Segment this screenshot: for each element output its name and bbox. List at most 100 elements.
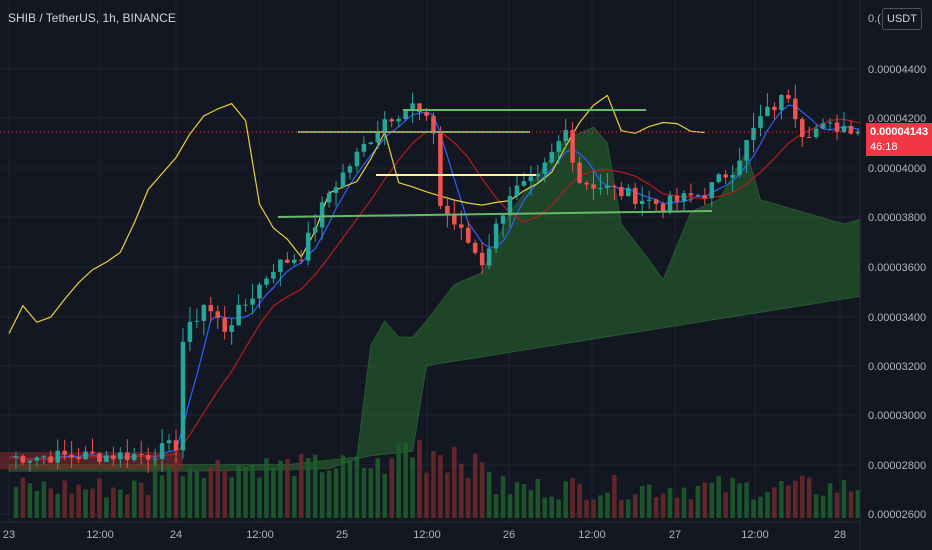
volume-bar [27, 483, 33, 518]
candle-body [417, 103, 422, 113]
candle-body [709, 182, 715, 199]
price-axis[interactable]: 0.00004400 0.00004200 0.00004000 0.00003800… [868, 13, 926, 521]
volume-bar [570, 478, 575, 518]
volume-bar [737, 483, 742, 518]
candle-body [723, 174, 728, 178]
candle-body [855, 131, 861, 134]
candle-body [493, 223, 499, 249]
time-tick-label: 12:00 [741, 529, 769, 541]
candle-body [848, 125, 854, 134]
candle-body [236, 304, 241, 326]
candle-body [201, 305, 207, 321]
candle-body [758, 116, 763, 128]
candle-body [69, 454, 74, 458]
candle-body [751, 127, 756, 141]
volume-bar [688, 499, 694, 518]
volume-bar [159, 475, 165, 518]
volume-bar [236, 465, 241, 518]
candle-body [298, 259, 304, 261]
candle-body [125, 452, 130, 461]
candle-body [626, 187, 631, 197]
volume-bar [716, 476, 722, 518]
symbol-title[interactable]: SHIB / TetherUS, 1h, BINANCE [8, 11, 176, 25]
candle-body [542, 162, 548, 174]
volume-bar [472, 453, 478, 518]
candle-body [646, 199, 652, 201]
volume-bar [765, 491, 770, 518]
candle-body [702, 195, 708, 199]
volume-bar [744, 482, 749, 518]
chart-grid [0, 0, 860, 522]
volume-bar [243, 466, 248, 518]
volume-bar [486, 471, 492, 518]
price-tick-label: 0.00004000 [868, 163, 926, 175]
volume-bar [361, 467, 367, 518]
volume-bar [605, 492, 610, 518]
candle-body [285, 259, 290, 263]
candle-body [62, 450, 67, 455]
volume-bar [479, 462, 485, 518]
candle-body [229, 325, 234, 332]
volume-bar [723, 492, 728, 518]
candle-body [765, 106, 770, 117]
volume-bar [653, 497, 659, 518]
candle-body [598, 188, 603, 190]
volume-bar [465, 477, 471, 518]
price-tick-label-top: 0.( [868, 13, 881, 25]
price-tick-label: 0.00002600 [868, 509, 926, 521]
last-price-value: 0.00004143 [870, 126, 929, 138]
volume-bar [333, 468, 339, 518]
volume-bar [347, 460, 353, 518]
time-axis[interactable]: 23 12:00 24 12:00 25 12:00 26 12:00 27 12:00 28 [3, 529, 846, 541]
price-tick-label: 0.00003200 [868, 361, 926, 373]
volume-bar [848, 491, 854, 518]
candle-body [173, 440, 179, 451]
candle-body [215, 311, 221, 318]
volume-bar [166, 466, 172, 518]
candle-body [799, 119, 805, 138]
currency-selector[interactable]: USDT [882, 8, 922, 30]
volume-bar [535, 478, 541, 518]
candle-body [632, 187, 638, 205]
volume-bar [131, 480, 137, 518]
candle-body [83, 451, 88, 460]
volume-bar [326, 470, 332, 518]
volume-bar [222, 470, 227, 518]
candle-body [180, 341, 186, 451]
volume-bar [709, 482, 715, 518]
volume-bar [340, 455, 346, 518]
candle-body [312, 227, 318, 233]
candle-body [278, 259, 283, 272]
volume-bar [431, 451, 436, 518]
candle-body [834, 122, 840, 132]
volume-bar [556, 499, 561, 518]
volume-bar [34, 491, 40, 518]
candle-body [556, 141, 561, 152]
volume-bar [424, 472, 429, 518]
candle-body [382, 119, 388, 132]
time-tick-label: 12:00 [578, 529, 606, 541]
candle-body [507, 196, 513, 216]
candle-body [34, 457, 40, 461]
candle-body [688, 193, 694, 196]
candle-body [570, 129, 575, 163]
candle-body [271, 271, 276, 279]
volume-bar [793, 480, 798, 518]
volume-bar [514, 481, 520, 518]
volume-bar [13, 487, 19, 518]
volume-bar [507, 493, 513, 518]
volume-bar [20, 477, 26, 518]
volume-bar [452, 446, 457, 518]
volume-bar [69, 493, 74, 518]
price-tick-label: 0.00003400 [868, 312, 926, 324]
volume-bar [493, 493, 499, 518]
candle-body [152, 458, 158, 460]
candle-body [97, 453, 102, 462]
candle-body [779, 94, 784, 111]
candle-body [660, 203, 666, 212]
time-tick-label: 27 [669, 529, 681, 541]
candle-body [521, 181, 527, 186]
volume-bar [180, 476, 186, 518]
candle-body [674, 195, 680, 202]
